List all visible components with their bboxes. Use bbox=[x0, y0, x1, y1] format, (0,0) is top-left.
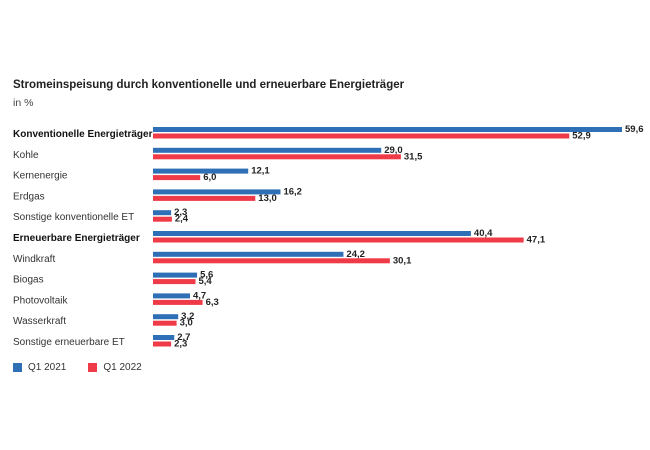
data-label: 47,1 bbox=[527, 235, 546, 246]
category-label: Sonstige erneuerbare ET bbox=[13, 337, 125, 348]
data-label: 13,0 bbox=[258, 193, 277, 204]
chart-subtitle: in % bbox=[13, 97, 34, 109]
bar-q1-2022 bbox=[153, 216, 172, 222]
data-label: 52,9 bbox=[572, 131, 591, 142]
chart-title: Stromeinspeisung durch konventionelle un… bbox=[13, 79, 405, 91]
bar-q1-2021 bbox=[153, 314, 179, 320]
data-label: 59,6 bbox=[625, 124, 644, 135]
data-label: 3,2 bbox=[181, 311, 194, 322]
category-label: Photovoltaik bbox=[13, 295, 68, 306]
bar-q1-2022 bbox=[153, 299, 203, 305]
bar-q1-2021 bbox=[153, 231, 471, 236]
data-label: 2,7 bbox=[177, 332, 190, 343]
category-label: Erdgas bbox=[13, 191, 45, 202]
category-label: Erneuerbare Energieträger bbox=[13, 233, 140, 244]
legend-label-q1-2021: Q1 2021 bbox=[28, 362, 67, 373]
bar-q1-2021 bbox=[153, 210, 172, 216]
legend-label-q1-2022: Q1 2022 bbox=[103, 362, 142, 373]
data-label: 4,7 bbox=[193, 290, 206, 301]
data-label: 29,0 bbox=[384, 145, 403, 156]
category-label: Windkraft bbox=[13, 254, 55, 265]
bar-q1-2022 bbox=[153, 279, 196, 285]
bar-q1-2022 bbox=[153, 237, 524, 243]
bar-q1-2022 bbox=[153, 320, 177, 326]
bar-q1-2021 bbox=[153, 168, 249, 174]
bar-q1-2022 bbox=[153, 195, 256, 201]
bar-q1-2022 bbox=[153, 341, 172, 347]
legend-item-q1-2021: Q1 2021 bbox=[13, 362, 66, 373]
data-label: 31,5 bbox=[404, 151, 423, 162]
data-label: 2,3 bbox=[174, 339, 187, 350]
category-label: Konventionelle Energieträger bbox=[13, 129, 153, 140]
legend-swatch-q1-2022 bbox=[88, 363, 98, 372]
category-label: Kohle bbox=[13, 150, 39, 161]
legend-swatch-q1-2021 bbox=[13, 363, 22, 372]
data-label: 5,6 bbox=[200, 270, 213, 281]
legend-item-q1-2022: Q1 2022 bbox=[88, 362, 142, 373]
bar-q1-2021 bbox=[153, 147, 382, 153]
bar-q1-2021 bbox=[153, 293, 190, 299]
data-label: 30,1 bbox=[393, 255, 412, 266]
category-label: Wasserkraft bbox=[13, 316, 66, 327]
data-label: 40,4 bbox=[474, 228, 493, 239]
category-label: Kernenergie bbox=[13, 171, 68, 182]
data-label: 2,3 bbox=[174, 207, 187, 218]
data-label: 24,2 bbox=[346, 249, 365, 260]
bar-q1-2022 bbox=[153, 133, 570, 139]
data-label: 6,0 bbox=[203, 172, 216, 183]
bar-q1-2021 bbox=[153, 127, 622, 132]
data-label: 6,3 bbox=[206, 297, 219, 308]
data-label: 12,1 bbox=[251, 166, 270, 177]
bar-q1-2021 bbox=[153, 251, 344, 257]
bar-q1-2022 bbox=[153, 258, 390, 264]
category-label: Biogas bbox=[13, 275, 44, 286]
legend: Q1 2021 Q1 2022 bbox=[13, 362, 142, 373]
bar-q1-2021 bbox=[153, 335, 175, 340]
bar-q1-2021 bbox=[153, 272, 198, 278]
bar-q1-2022 bbox=[153, 154, 401, 160]
data-label: 3,0 bbox=[180, 318, 193, 329]
data-label: 2,4 bbox=[175, 214, 189, 225]
data-label: 5,4 bbox=[198, 276, 212, 287]
data-label: 16,2 bbox=[283, 186, 302, 197]
bar-q1-2021 bbox=[153, 189, 281, 195]
category-label: Sonstige konventionelle ET bbox=[13, 212, 134, 223]
bar-q1-2022 bbox=[153, 175, 201, 181]
